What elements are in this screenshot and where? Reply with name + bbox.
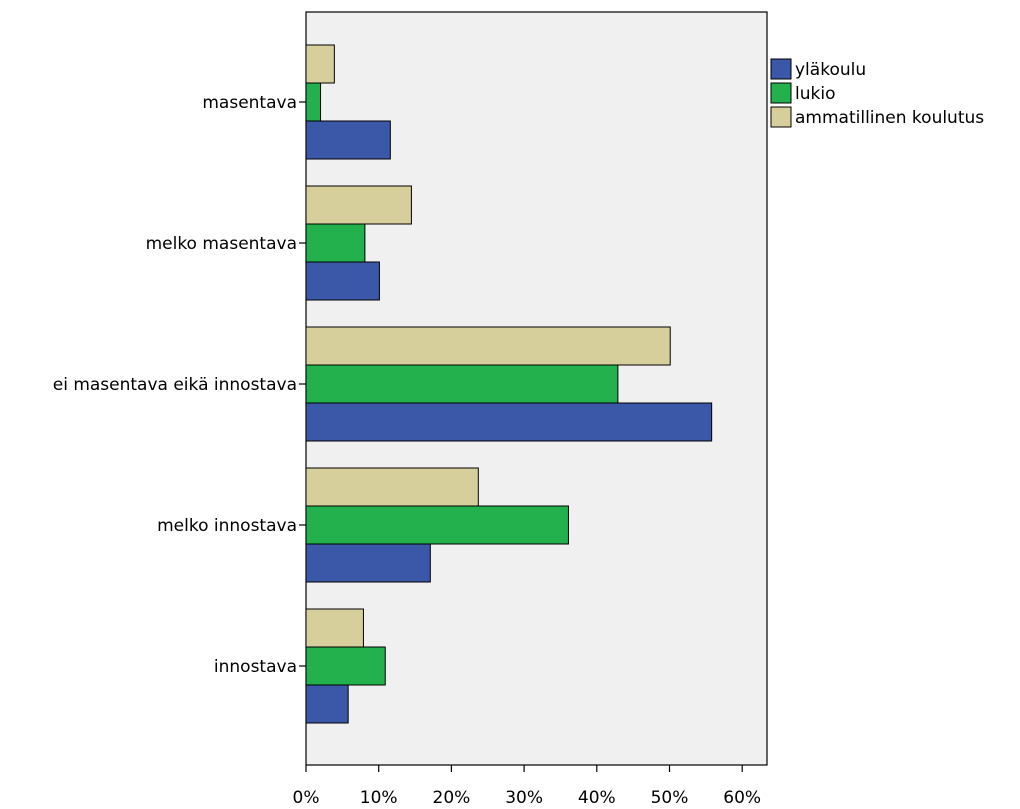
y-tick-label: melko innostava: [157, 516, 297, 536]
legend-label-lukio: lukio: [795, 84, 835, 104]
legend-swatch-ylakoulu: [770, 58, 792, 80]
y-tick-label: masentava: [202, 93, 297, 113]
x-axis: 0% 10% 20% 30% 40% 50% 60%: [293, 765, 761, 808]
x-tick-label: 40%: [578, 788, 616, 808]
x-tick-label: 10%: [360, 788, 398, 808]
bar-ammatillinen-koulutus-ei-masentava-eika-innostava: [305, 326, 671, 366]
bar-lukio-innostava: [305, 646, 386, 686]
x-tick-label: 0%: [293, 788, 320, 808]
x-tick-label: 60%: [723, 788, 761, 808]
y-tick-label: innostava: [214, 657, 297, 677]
bar-ammatillinen-koulutus-innostava: [305, 608, 364, 648]
bar-ylakoulu-masentava: [305, 120, 391, 160]
bar-ylakoulu-melko-innostava: [305, 543, 431, 583]
legend-swatch-lukio: [770, 82, 792, 104]
y-tick-label: ei masentava eikä innostava: [53, 375, 297, 395]
bars: [305, 44, 713, 724]
y-axis: masentava melko masentava ei masentava eik…: [53, 93, 306, 677]
bar-ammatillinen-koulutus-melko-innostava: [305, 467, 479, 507]
legend: yläkoulu lukio ammatillinen koulutus: [770, 58, 984, 128]
legend-label-ylakoulu: yläkoulu: [795, 60, 866, 80]
legend-label-ammatillinen-koulutus: ammatillinen koulutus: [795, 108, 984, 128]
y-tick-label: melko masentava: [146, 234, 297, 254]
x-tick-label: 30%: [505, 788, 543, 808]
bar-ylakoulu-melko-masentava: [305, 261, 380, 301]
bar-ylakoulu-innostava: [305, 684, 349, 724]
bar-lukio-melko-masentava: [305, 223, 366, 263]
bar-lukio-masentava: [305, 82, 322, 122]
bar-lukio-ei-masentava-eika-innostava: [305, 364, 619, 404]
bar-ylakoulu-ei-masentava-eika-innostava: [305, 402, 713, 442]
bar-lukio-melko-innostava: [305, 505, 569, 545]
bar-ammatillinen-koulutus-masentava: [305, 44, 335, 84]
x-tick-label: 50%: [651, 788, 689, 808]
x-tick-label: 20%: [433, 788, 471, 808]
bar-ammatillinen-koulutus-melko-masentava: [305, 185, 412, 225]
legend-swatch-ammatillinen-koulutus: [770, 106, 792, 128]
